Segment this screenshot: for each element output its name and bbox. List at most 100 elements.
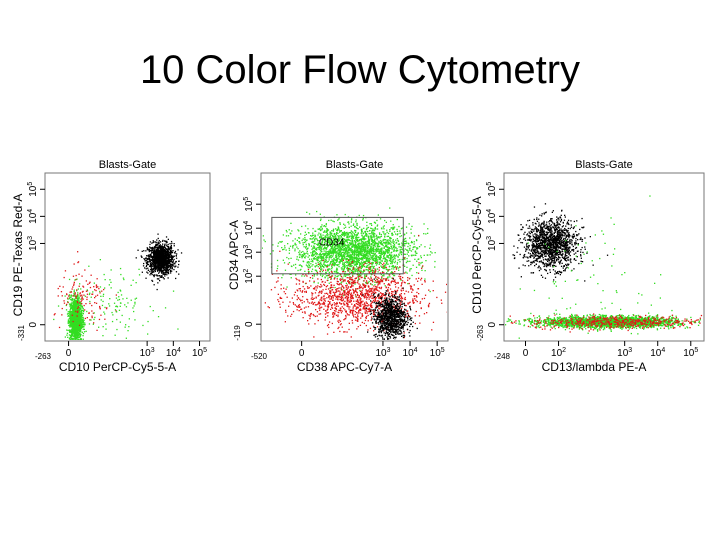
event-point — [164, 261, 166, 264]
event-point — [349, 247, 351, 250]
event-point — [93, 322, 95, 324]
event-point — [155, 255, 158, 257]
event-point — [317, 256, 319, 258]
event-point — [110, 281, 112, 283]
event-point — [155, 265, 157, 267]
event-point — [362, 232, 364, 234]
event-point — [153, 254, 155, 256]
event-point — [153, 275, 155, 278]
event-point — [69, 303, 71, 305]
event-point — [72, 354, 73, 355]
event-point — [74, 332, 76, 334]
event-point — [344, 274, 346, 276]
event-point — [286, 231, 288, 233]
event-point — [72, 335, 74, 337]
event-point — [361, 255, 363, 257]
event-point — [169, 268, 171, 270]
event-point — [71, 321, 73, 324]
event-point — [151, 265, 154, 267]
event-point — [147, 263, 150, 266]
event-point — [383, 238, 385, 240]
event-point — [147, 267, 149, 269]
event-point — [343, 250, 345, 252]
event-point — [383, 267, 385, 270]
event-point — [303, 275, 306, 277]
event-point — [92, 323, 94, 325]
event-point — [70, 320, 72, 322]
event-point — [83, 322, 85, 324]
event-point — [160, 249, 162, 251]
event-point — [153, 253, 155, 255]
event-point — [161, 247, 163, 250]
event-point — [383, 228, 385, 230]
event-point — [297, 259, 300, 261]
event-point — [80, 322, 82, 324]
event-point — [391, 241, 393, 244]
event-point — [302, 242, 304, 244]
event-point — [354, 283, 356, 285]
event-point — [71, 326, 74, 328]
event-point — [365, 251, 367, 253]
event-point — [373, 241, 375, 243]
event-point — [329, 249, 331, 251]
event-point — [332, 235, 334, 237]
event-point — [167, 266, 169, 268]
event-point — [359, 245, 361, 247]
event-point — [389, 276, 391, 278]
event-point — [317, 261, 319, 264]
event-point — [157, 278, 159, 280]
event-point — [342, 263, 344, 265]
event-point — [345, 226, 347, 228]
event-point — [330, 252, 332, 254]
event-point — [349, 248, 351, 250]
event-point — [390, 240, 392, 242]
event-point — [327, 229, 330, 231]
event-point — [367, 269, 369, 272]
event-point — [168, 248, 170, 251]
event-point — [99, 308, 101, 310]
event-point — [67, 315, 69, 317]
event-point — [164, 267, 167, 269]
event-point — [312, 227, 314, 230]
event-point — [163, 264, 165, 266]
event-point — [157, 243, 160, 245]
event-point — [152, 259, 154, 261]
event-point — [144, 258, 146, 261]
event-point — [71, 319, 73, 321]
event-point — [404, 253, 406, 255]
event-point — [322, 243, 324, 246]
event-point — [343, 227, 345, 229]
event-point — [340, 252, 342, 254]
event-point — [328, 243, 330, 246]
event-point — [410, 250, 413, 252]
event-point — [150, 264, 153, 266]
event-point — [115, 294, 117, 296]
event-point — [161, 246, 163, 249]
event-point — [72, 309, 74, 311]
event-point — [293, 264, 295, 266]
event-point — [305, 264, 308, 266]
event-point — [323, 263, 325, 265]
event-point — [383, 274, 385, 276]
event-point — [127, 302, 129, 304]
event-point — [369, 249, 371, 252]
event-point — [340, 282, 342, 284]
event-point — [154, 261, 156, 264]
event-point — [166, 250, 168, 253]
event-point — [80, 333, 82, 336]
event-point — [121, 314, 123, 317]
event-point — [352, 262, 354, 264]
event-point — [338, 218, 340, 220]
event-point — [376, 250, 378, 252]
event-point — [77, 319, 79, 321]
event-point — [73, 325, 75, 327]
event-point — [375, 241, 377, 244]
event-point — [355, 226, 357, 229]
event-point — [341, 242, 343, 244]
event-point — [149, 253, 151, 256]
event-point — [284, 247, 286, 249]
event-point — [367, 230, 369, 233]
event-point — [305, 233, 307, 235]
event-point — [279, 241, 281, 243]
event-point — [383, 233, 385, 235]
